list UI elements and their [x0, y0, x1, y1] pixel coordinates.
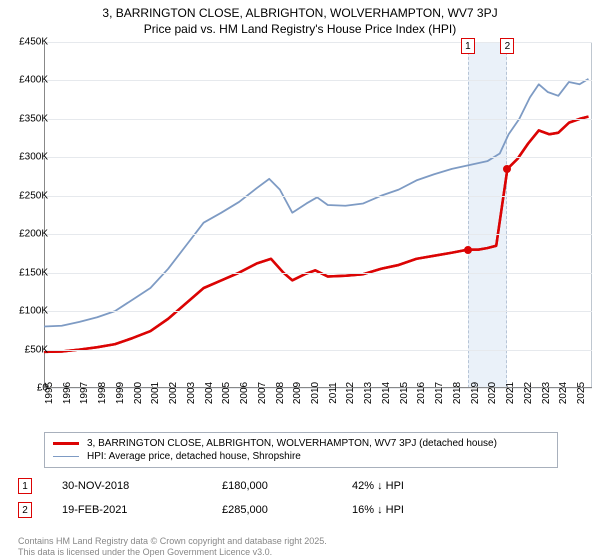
x-tick-label: 2008	[275, 382, 286, 404]
x-tick-label: 1995	[44, 382, 55, 404]
footer-line1: Contains HM Land Registry data © Crown c…	[18, 536, 327, 547]
x-tick-label: 2010	[310, 382, 321, 404]
sale-price: £180,000	[222, 480, 352, 492]
sale-row-1: 1 30-NOV-2018£180,00042% ↓ HPI	[18, 478, 590, 494]
sale-row-flag: 1	[18, 478, 32, 494]
gridline-h	[44, 119, 592, 120]
y-tick-label: £50K	[8, 344, 48, 355]
x-tick-label: 2013	[363, 382, 374, 404]
x-tick-label: 2019	[470, 382, 481, 404]
x-tick-label: 2011	[328, 382, 339, 404]
legend-row: 3, BARRINGTON CLOSE, ALBRIGHTON, WOLVERH…	[53, 437, 549, 450]
x-tick-label: 2017	[434, 382, 445, 404]
legend-row: HPI: Average price, detached house, Shro…	[53, 450, 549, 463]
gridline-h	[44, 196, 592, 197]
sale-dot	[503, 165, 511, 173]
x-tick-label: 2005	[221, 382, 232, 404]
series-hpi	[44, 79, 588, 327]
legend-swatch	[53, 456, 79, 458]
sale-flag-1: 1	[461, 38, 475, 54]
sale-delta: 16% ↓ HPI	[352, 504, 482, 516]
legend-box: 3, BARRINGTON CLOSE, ALBRIGHTON, WOLVERH…	[44, 432, 558, 468]
x-tick-label: 2022	[523, 382, 534, 404]
sale-dot	[464, 246, 472, 254]
x-tick-label: 2009	[292, 382, 303, 404]
sale-row-2: 2 19-FEB-2021£285,00016% ↓ HPI	[18, 502, 590, 518]
plot-area: 12	[44, 42, 592, 388]
x-tick-label: 2006	[239, 382, 250, 404]
x-tick-label: 2025	[576, 382, 587, 404]
y-tick-label: £200K	[8, 229, 48, 240]
gridline-h	[44, 311, 592, 312]
sale-date: 19-FEB-2021	[62, 504, 222, 516]
gridline-h	[44, 80, 592, 81]
x-tick-label: 2000	[133, 382, 144, 404]
x-tick-label: 2014	[381, 382, 392, 404]
x-tick-label: 2012	[345, 382, 356, 404]
legend-label: 3, BARRINGTON CLOSE, ALBRIGHTON, WOLVERH…	[87, 438, 497, 449]
footer-attribution: Contains HM Land Registry data © Crown c…	[18, 536, 327, 558]
sale-price: £285,000	[222, 504, 352, 516]
legend-swatch	[53, 442, 79, 445]
sale-delta: 42% ↓ HPI	[352, 480, 482, 492]
x-tick-label: 2024	[558, 382, 569, 404]
y-tick-label: £450K	[8, 37, 48, 48]
title-line2: Price paid vs. HM Land Registry's House …	[0, 20, 600, 36]
y-tick-label: £0	[8, 383, 48, 394]
title-line1: 3, BARRINGTON CLOSE, ALBRIGHTON, WOLVERH…	[0, 0, 600, 20]
legend-label: HPI: Average price, detached house, Shro…	[87, 451, 301, 462]
sale-flag-2: 2	[500, 38, 514, 54]
x-tick-label: 1998	[97, 382, 108, 404]
y-tick-label: £300K	[8, 152, 48, 163]
x-tick-label: 2020	[487, 382, 498, 404]
y-tick-label: £150K	[8, 267, 48, 278]
y-tick-label: £250K	[8, 190, 48, 201]
y-tick-label: £100K	[8, 306, 48, 317]
line-layer	[44, 42, 592, 388]
y-tick-label: £400K	[8, 75, 48, 86]
gridline-h	[44, 273, 592, 274]
x-tick-label: 2016	[416, 382, 427, 404]
x-tick-label: 1999	[115, 382, 126, 404]
x-tick-label: 2001	[150, 382, 161, 404]
x-tick-label: 2003	[186, 382, 197, 404]
x-tick-label: 2018	[452, 382, 463, 404]
x-tick-label: 1997	[79, 382, 90, 404]
x-tick-label: 2021	[505, 382, 516, 404]
gridline-h	[44, 234, 592, 235]
x-tick-label: 2007	[257, 382, 268, 404]
x-tick-label: 2015	[399, 382, 410, 404]
chart-container: 3, BARRINGTON CLOSE, ALBRIGHTON, WOLVERH…	[0, 0, 600, 560]
sale-date: 30-NOV-2018	[62, 480, 222, 492]
y-tick-label: £350K	[8, 113, 48, 124]
gridline-h	[44, 157, 592, 158]
x-tick-label: 2004	[204, 382, 215, 404]
x-tick-label: 2023	[541, 382, 552, 404]
x-tick-label: 1996	[62, 382, 73, 404]
gridline-h	[44, 350, 592, 351]
sale-row-flag: 2	[18, 502, 32, 518]
footer-line2: This data is licensed under the Open Gov…	[18, 547, 327, 558]
x-tick-label: 2002	[168, 382, 179, 404]
